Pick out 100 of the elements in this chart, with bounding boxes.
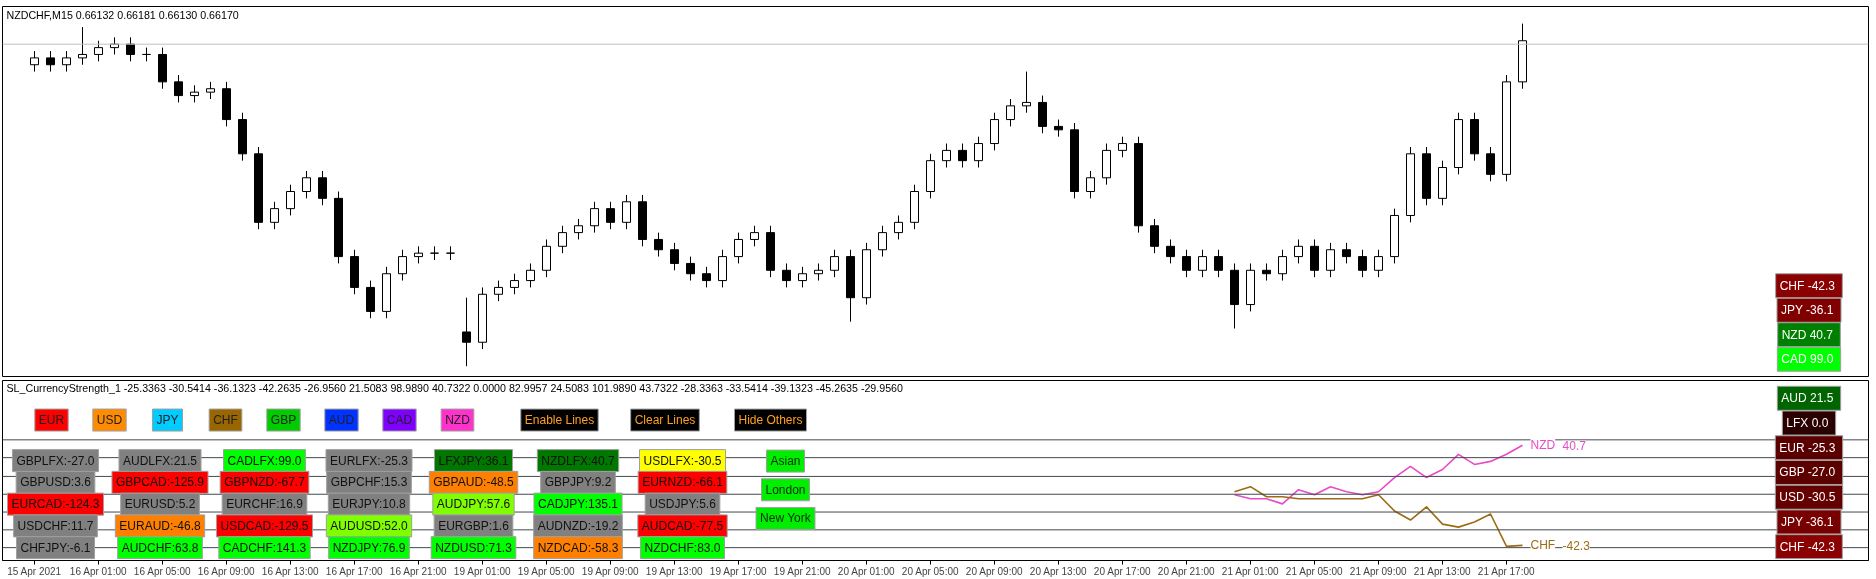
candlestick — [974, 136, 983, 169]
x-tick-label: 21 Apr 13:00 — [1413, 565, 1472, 577]
candlestick — [1294, 238, 1303, 264]
category-label: USD — [96, 413, 123, 428]
category-label: LFX 0.0 — [1786, 416, 1829, 431]
category-label: GBPCHF:15.3 — [330, 475, 408, 490]
text: -42.3 — [1562, 538, 1591, 553]
category-label: JPY -36.1 — [1780, 303, 1834, 318]
x-tick-label: 19 Apr 21:00 — [773, 565, 832, 577]
category-label: CHF — [213, 413, 238, 428]
x-tick-label: 19 Apr 09:00 — [581, 565, 640, 577]
category-label: CAD — [386, 413, 413, 428]
candlestick — [526, 262, 535, 288]
candlestick — [1486, 146, 1495, 182]
category-label: JPY -36.1 — [1780, 514, 1834, 529]
candlestick — [1214, 249, 1223, 278]
series-label: NZD — [1530, 438, 1556, 453]
candlestick — [1022, 71, 1031, 114]
category-label: USDLFX:-30.5 — [643, 453, 722, 468]
candlestick — [94, 40, 103, 62]
candlestick — [1278, 249, 1287, 282]
candlestick — [878, 225, 887, 258]
candlestick — [1198, 249, 1207, 278]
x-tick-label: 19 Apr 01:00 — [453, 565, 512, 577]
x-tick-label: 16 Apr 05:00 — [133, 565, 192, 577]
candlestick — [1038, 95, 1047, 134]
candlestick — [782, 262, 791, 288]
candlestick — [1358, 249, 1367, 278]
series-label: CHF — [1530, 538, 1556, 553]
candlestick — [1150, 218, 1159, 254]
category-label: USD -30.5 — [1779, 490, 1836, 505]
candlestick — [174, 74, 183, 103]
x-tick-label: 19 Apr 05:00 — [517, 565, 576, 577]
candlestick — [270, 201, 279, 230]
category-label: GBPLFX:-27.0 — [16, 453, 95, 468]
candlestick — [654, 232, 663, 258]
candlestick — [542, 238, 551, 278]
category-label: USDCHF:11.7 — [17, 518, 94, 533]
category-label: NZDUSD:71.3 — [435, 540, 513, 555]
x-tick-label: 20 Apr 09:00 — [965, 565, 1024, 577]
text: 40.7 — [1562, 438, 1587, 453]
category-label: CHF -42.3 — [1779, 539, 1836, 554]
category-label: EURCHF:16.9 — [226, 497, 304, 512]
category-label: GBP -27.0 — [1779, 465, 1836, 480]
candlestick — [942, 143, 951, 169]
candlestick — [958, 143, 967, 169]
category-label: EURLFX:-25.3 — [329, 453, 409, 468]
candlestick — [318, 170, 327, 206]
candlestick — [590, 201, 599, 234]
candlestick — [1118, 136, 1127, 158]
category-label: Enable Lines — [524, 413, 595, 428]
candlestick — [1342, 242, 1351, 264]
x-tick-label: 19 Apr 17:00 — [709, 565, 768, 577]
category-label: EURJPY:10.8 — [332, 497, 407, 512]
category-label: AUDCHF:63.8 — [121, 540, 199, 555]
category-label: GBPAUD:-48.5 — [433, 475, 515, 490]
category-label: NZDCHF:83.0 — [644, 540, 721, 555]
candlestick — [574, 218, 583, 240]
candlestick — [558, 225, 567, 254]
x-tick-label: 21 Apr 05:00 — [1285, 565, 1344, 577]
candlestick — [398, 249, 407, 282]
candlestick — [46, 50, 55, 73]
x-tick-label: 16 Apr 17:00 — [325, 565, 384, 577]
candlestick — [510, 273, 519, 295]
candlestick — [366, 280, 375, 319]
x-tick-label: 20 Apr 05:00 — [901, 565, 960, 577]
candlestick — [1086, 170, 1095, 199]
candlestick — [62, 50, 71, 73]
x-tick-label: 20 Apr 17:00 — [1093, 565, 1152, 577]
candlestick — [1006, 98, 1015, 127]
chart-title: NZDCHF,M15 0.66132 0.66181 0.66130 0.66170 — [6, 8, 239, 21]
candlestick — [286, 184, 295, 216]
candlestick — [1310, 238, 1319, 278]
category-label: GBP — [270, 413, 297, 428]
candlestick — [622, 194, 631, 230]
category-label: EUR -25.3 — [1779, 440, 1836, 455]
x-tick-label: 20 Apr 01:00 — [837, 565, 896, 577]
candlestick — [1326, 242, 1335, 278]
candlestick — [990, 112, 999, 151]
category-label: CHFJPY:-6.1 — [20, 540, 91, 555]
x-tick-label: 19 Apr 13:00 — [645, 565, 704, 577]
category-label: GBPJPY:9.2 — [544, 475, 612, 490]
x-tick-label: 16 Apr 09:00 — [197, 565, 256, 577]
candlestick — [302, 170, 311, 199]
category-label: London — [765, 482, 806, 497]
x-tick-label: 21 Apr 01:00 — [1221, 565, 1280, 577]
candlestick — [1374, 249, 1383, 278]
category-label: NZD 40.7 — [1781, 327, 1834, 342]
category-label: Hide Others — [738, 413, 803, 428]
x-tick-label: 20 Apr 21:00 — [1157, 565, 1216, 577]
category-label: CADJPY:135.1 — [537, 497, 619, 512]
category-label: AUDLFX:21.5 — [122, 453, 198, 468]
category-label: EURAUD:-46.8 — [119, 518, 201, 533]
x-tick-label: 16 Apr 13:00 — [261, 565, 320, 577]
x-tick-label: 21 Apr 17:00 — [1477, 565, 1536, 577]
candlestick — [494, 280, 503, 302]
candlestick — [718, 249, 727, 288]
category-label: GBPUSD:3.6 — [20, 475, 92, 490]
candlestick — [798, 266, 807, 288]
candlestick — [686, 256, 695, 282]
